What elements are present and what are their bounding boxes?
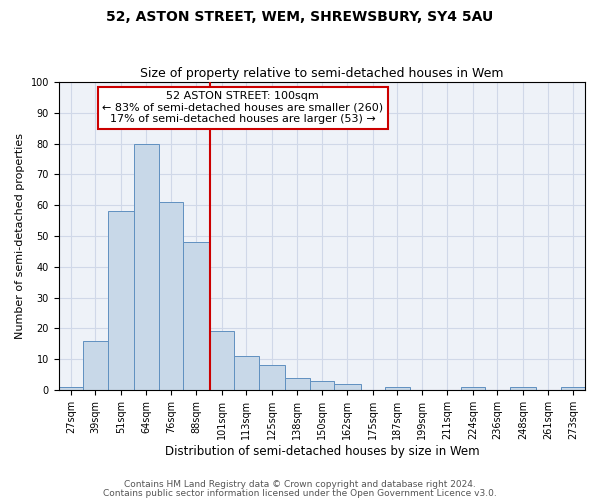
Text: 52 ASTON STREET: 100sqm
← 83% of semi-detached houses are smaller (260)
17% of s: 52 ASTON STREET: 100sqm ← 83% of semi-de… — [103, 92, 383, 124]
Title: Size of property relative to semi-detached houses in Wem: Size of property relative to semi-detach… — [140, 66, 503, 80]
Bar — [334, 384, 361, 390]
X-axis label: Distribution of semi-detached houses by size in Wem: Distribution of semi-detached houses by … — [164, 444, 479, 458]
Bar — [83, 340, 107, 390]
Bar — [158, 202, 183, 390]
Bar — [259, 365, 285, 390]
Bar — [461, 387, 485, 390]
Bar — [183, 242, 209, 390]
Bar — [509, 387, 536, 390]
Bar — [209, 332, 234, 390]
Bar — [310, 380, 334, 390]
Y-axis label: Number of semi-detached properties: Number of semi-detached properties — [15, 133, 25, 339]
Bar — [285, 378, 310, 390]
Bar — [234, 356, 259, 390]
Text: 52, ASTON STREET, WEM, SHREWSBURY, SY4 5AU: 52, ASTON STREET, WEM, SHREWSBURY, SY4 5… — [106, 10, 494, 24]
Text: Contains public sector information licensed under the Open Government Licence v3: Contains public sector information licen… — [103, 488, 497, 498]
Bar — [385, 387, 410, 390]
Bar — [560, 387, 585, 390]
Bar — [59, 387, 83, 390]
Bar — [134, 144, 158, 390]
Bar — [107, 212, 134, 390]
Text: Contains HM Land Registry data © Crown copyright and database right 2024.: Contains HM Land Registry data © Crown c… — [124, 480, 476, 489]
